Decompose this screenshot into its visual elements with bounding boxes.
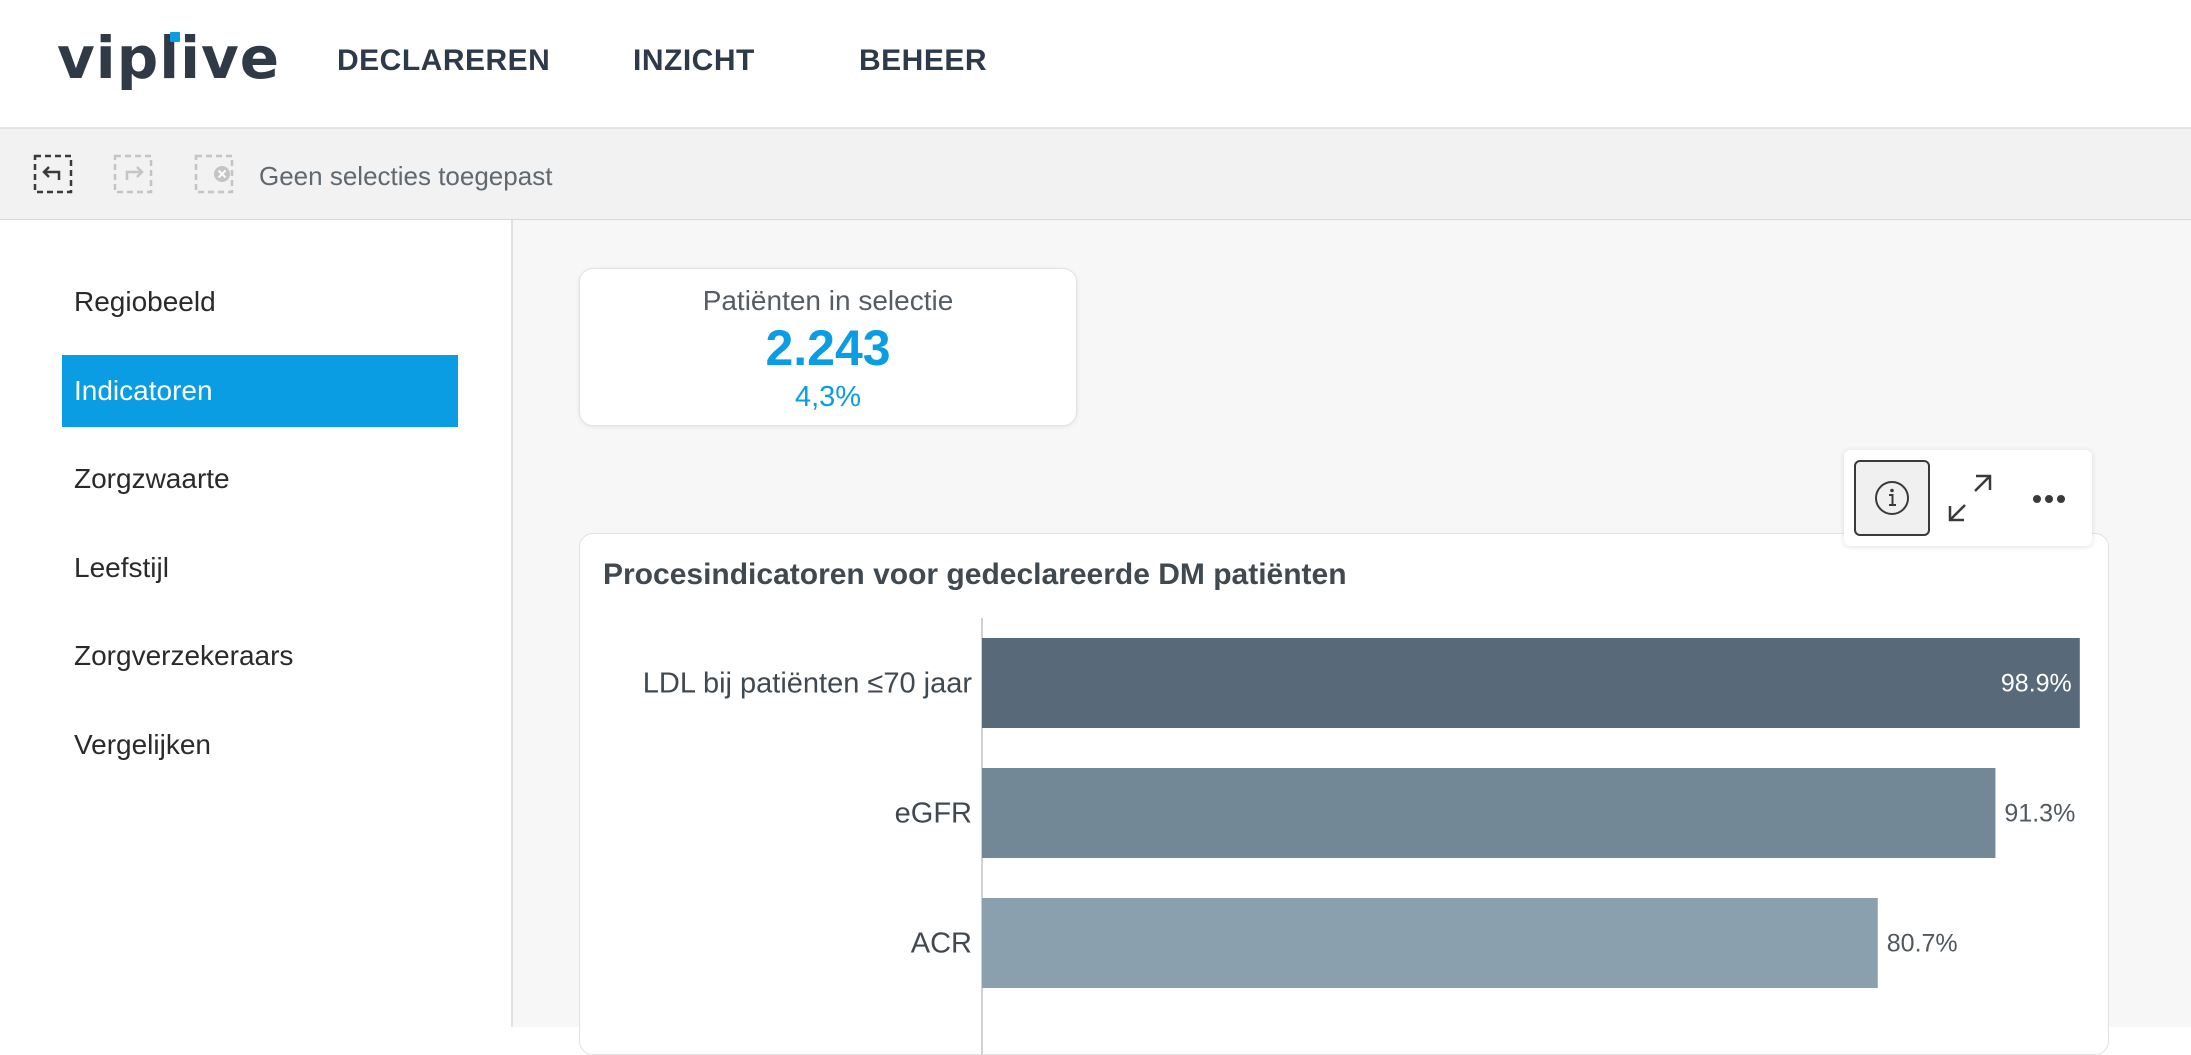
- app-logo[interactable]: viplive: [57, 24, 281, 92]
- bar-chart: LDL bij patiënten ≤70 jaar 98.9% eGFR 91.3%…: [643, 618, 2080, 1054]
- kpi-card-patients[interactable]: Patiënten in selectie 2.243 4,3%: [579, 268, 1077, 426]
- nav-item-declareren[interactable]: DECLAREREN: [337, 44, 551, 77]
- category-label[interactable]: LDL bij patiënten ≤70 jaar: [643, 668, 973, 700]
- kpi-percent: 4,3%: [794, 381, 862, 413]
- selections-bar: Geen selecties toegepast: [0, 129, 2191, 220]
- logo-accent-dot: [170, 32, 180, 42]
- info-button[interactable]: [1854, 460, 1930, 536]
- bar-value-label: 98.9%: [2001, 670, 2072, 698]
- category-label[interactable]: eGFR: [895, 798, 972, 830]
- chart-title: Procesindicatoren voor gedeclareerde DM …: [603, 558, 1347, 591]
- selections-status-text: Geen selecties toegepast: [259, 161, 553, 191]
- chart-bar[interactable]: [982, 768, 1996, 858]
- sidebar-item-vergelijken[interactable]: Vergelijken: [74, 729, 211, 760]
- info-icon: [1875, 481, 1909, 515]
- sidebar-item-regiobeeld[interactable]: Regiobeeld: [74, 286, 216, 317]
- expand-button[interactable]: [1932, 460, 2008, 536]
- step-forward-icon[interactable]: [113, 154, 153, 194]
- sidebar-item-zorgverzekeraars[interactable]: Zorgverzekeraars: [74, 640, 294, 671]
- chart-bar[interactable]: [982, 898, 1878, 988]
- chart-card: Procesindicatoren voor gedeclareerde DM …: [579, 533, 2109, 1055]
- top-navigation-bar: viplive DECLAREREN INZICHT BEHEER: [0, 0, 2191, 129]
- bar-value-label: 80.7%: [1887, 930, 1958, 958]
- kpi-title: Patiënten in selectie: [702, 285, 954, 316]
- bar-value-label: 91.3%: [2004, 800, 2075, 828]
- nav-item-beheer[interactable]: BEHEER: [859, 44, 988, 77]
- chart-toolbox: [1844, 450, 2092, 546]
- category-label[interactable]: ACR: [911, 928, 972, 960]
- step-back-icon[interactable]: [33, 154, 73, 194]
- main-content: Patiënten in selectie 2.243 4,3% Proces: [513, 220, 2191, 1055]
- sidebar-item-zorgzwaarte[interactable]: Zorgzwaarte: [74, 463, 230, 494]
- kpi-value: 2.243: [765, 320, 891, 376]
- clear-selections-icon[interactable]: [194, 154, 234, 194]
- more-icon: [2033, 495, 2065, 503]
- chart-bar[interactable]: [982, 638, 2080, 728]
- sidebar: Regiobeeld Indicatoren Zorgzwaarte Leefs…: [0, 220, 513, 1027]
- sidebar-item-leefstijl[interactable]: Leefstijl: [74, 552, 169, 583]
- nav-item-inzicht[interactable]: INZICHT: [633, 44, 755, 77]
- sidebar-item-indicatoren[interactable]: Indicatoren: [62, 355, 458, 427]
- expand-icon: [1948, 474, 1992, 522]
- more-options-button[interactable]: [2010, 460, 2086, 536]
